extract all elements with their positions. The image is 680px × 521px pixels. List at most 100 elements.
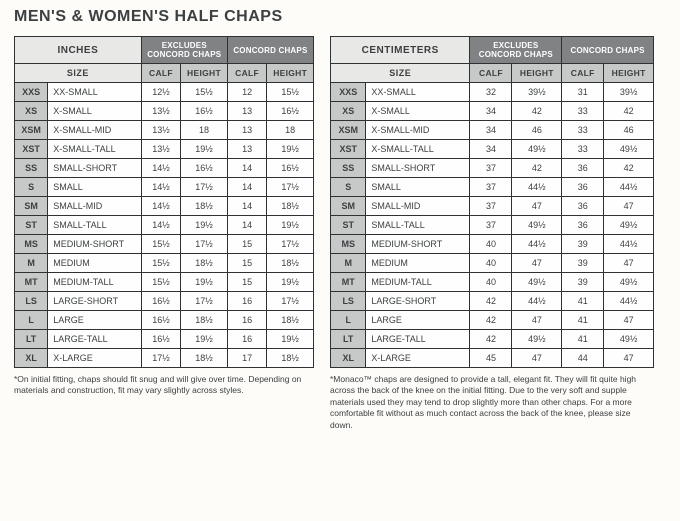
size-name: LARGE-SHORT xyxy=(48,292,141,311)
calf-value: 40 xyxy=(470,235,512,254)
calf-value: 13 xyxy=(227,140,266,159)
calf-value: 13 xyxy=(227,121,266,140)
calf-value: 16 xyxy=(227,330,266,349)
size-code: XXS xyxy=(15,83,48,102)
height-value: 44½ xyxy=(604,178,654,197)
size-code: ST xyxy=(15,216,48,235)
height-value: 47 xyxy=(512,197,562,216)
size-code: MT xyxy=(331,273,366,292)
height-value: 42 xyxy=(512,102,562,121)
height-value: 15½ xyxy=(267,83,314,102)
height-value: 16½ xyxy=(267,159,314,178)
calf-value: 15½ xyxy=(141,273,180,292)
table-row: STSMALL-TALL14½19½1419½ xyxy=(15,216,314,235)
table-row: MSMEDIUM-SHORT15½17½1517½ xyxy=(15,235,314,254)
size-header: SIZE xyxy=(15,64,142,83)
calf-value: 16½ xyxy=(141,311,180,330)
height-value: 44½ xyxy=(512,292,562,311)
height-header: HEIGHT xyxy=(604,64,654,83)
inches-tbody: XXSXX-SMALL12½15½1215½XSX-SMALL13½16½131… xyxy=(15,83,314,368)
table-row: XSTX-SMALL-TALL3449½3349½ xyxy=(331,140,654,159)
size-code: XST xyxy=(15,140,48,159)
calf-value: 40 xyxy=(470,273,512,292)
size-name: X-SMALL xyxy=(366,102,470,121)
height-value: 16½ xyxy=(181,102,228,121)
height-value: 47 xyxy=(512,254,562,273)
height-value: 18 xyxy=(267,121,314,140)
table-row: XSMX-SMALL-MID34463346 xyxy=(331,121,654,140)
height-value: 42 xyxy=(512,159,562,178)
table-row: LLARGE42474147 xyxy=(331,311,654,330)
size-code: XSM xyxy=(331,121,366,140)
excludes-header: EXCLUDES CONCORD CHAPS xyxy=(141,37,227,64)
calf-value: 12 xyxy=(227,83,266,102)
calf-value: 45 xyxy=(470,349,512,368)
unit-header: INCHES xyxy=(15,37,142,64)
size-name: SMALL-TALL xyxy=(48,216,141,235)
inches-table: INCHES EXCLUDES CONCORD CHAPS CONCORD CH… xyxy=(14,36,314,368)
height-value: 49½ xyxy=(604,330,654,349)
calf-value: 42 xyxy=(470,311,512,330)
table-row: XSMX-SMALL-MID13½181318 xyxy=(15,121,314,140)
size-code: MS xyxy=(15,235,48,254)
size-code: XSM xyxy=(15,121,48,140)
size-name: LARGE xyxy=(48,311,141,330)
size-code: SS xyxy=(15,159,48,178)
size-name: MEDIUM xyxy=(48,254,141,273)
height-value: 19½ xyxy=(181,273,228,292)
height-value: 44½ xyxy=(512,235,562,254)
height-value: 17½ xyxy=(267,292,314,311)
height-value: 19½ xyxy=(181,216,228,235)
size-name: X-SMALL-TALL xyxy=(366,140,470,159)
height-value: 49½ xyxy=(512,273,562,292)
height-value: 47 xyxy=(604,197,654,216)
concord-header: CONCORD CHAPS xyxy=(562,37,654,64)
height-value: 39½ xyxy=(604,83,654,102)
size-code: XL xyxy=(15,349,48,368)
height-value: 15½ xyxy=(181,83,228,102)
height-value: 17½ xyxy=(181,292,228,311)
size-name: SMALL-MID xyxy=(366,197,470,216)
table-row: SMSMALL-MID14½18½1418½ xyxy=(15,197,314,216)
height-value: 42 xyxy=(604,102,654,121)
size-code: LT xyxy=(331,330,366,349)
height-value: 47 xyxy=(512,311,562,330)
height-value: 42 xyxy=(604,159,654,178)
height-value: 49½ xyxy=(604,216,654,235)
calf-value: 14½ xyxy=(141,159,180,178)
calf-header: CALF xyxy=(227,64,266,83)
calf-value: 40 xyxy=(470,254,512,273)
height-value: 17½ xyxy=(267,178,314,197)
concord-header: CONCORD CHAPS xyxy=(227,37,313,64)
size-name: MEDIUM-SHORT xyxy=(366,235,470,254)
calf-value: 14 xyxy=(227,159,266,178)
size-name: MEDIUM xyxy=(366,254,470,273)
size-name: SMALL xyxy=(366,178,470,197)
height-value: 46 xyxy=(512,121,562,140)
height-value: 19½ xyxy=(267,216,314,235)
calf-value: 14½ xyxy=(141,197,180,216)
calf-value: 37 xyxy=(470,197,512,216)
calf-value: 14 xyxy=(227,197,266,216)
size-code: LS xyxy=(331,292,366,311)
height-value: 19½ xyxy=(267,273,314,292)
height-value: 19½ xyxy=(181,140,228,159)
calf-value: 32 xyxy=(470,83,512,102)
size-name: LARGE-TALL xyxy=(366,330,470,349)
size-name: MEDIUM-TALL xyxy=(48,273,141,292)
size-code: LT xyxy=(15,330,48,349)
calf-value: 31 xyxy=(562,83,604,102)
centimeters-table: CENTIMETERS EXCLUDES CONCORD CHAPS CONCO… xyxy=(330,36,654,368)
calf-value: 39 xyxy=(562,254,604,273)
size-name: LARGE xyxy=(366,311,470,330)
size-code: S xyxy=(15,178,48,197)
height-value: 49½ xyxy=(604,273,654,292)
calf-value: 37 xyxy=(470,159,512,178)
calf-header: CALF xyxy=(141,64,180,83)
size-name: X-SMALL-MID xyxy=(48,121,141,140)
size-code: XS xyxy=(15,102,48,121)
calf-value: 34 xyxy=(470,140,512,159)
table-row: XXSXX-SMALL12½15½1215½ xyxy=(15,83,314,102)
height-header: HEIGHT xyxy=(512,64,562,83)
calf-value: 37 xyxy=(470,178,512,197)
